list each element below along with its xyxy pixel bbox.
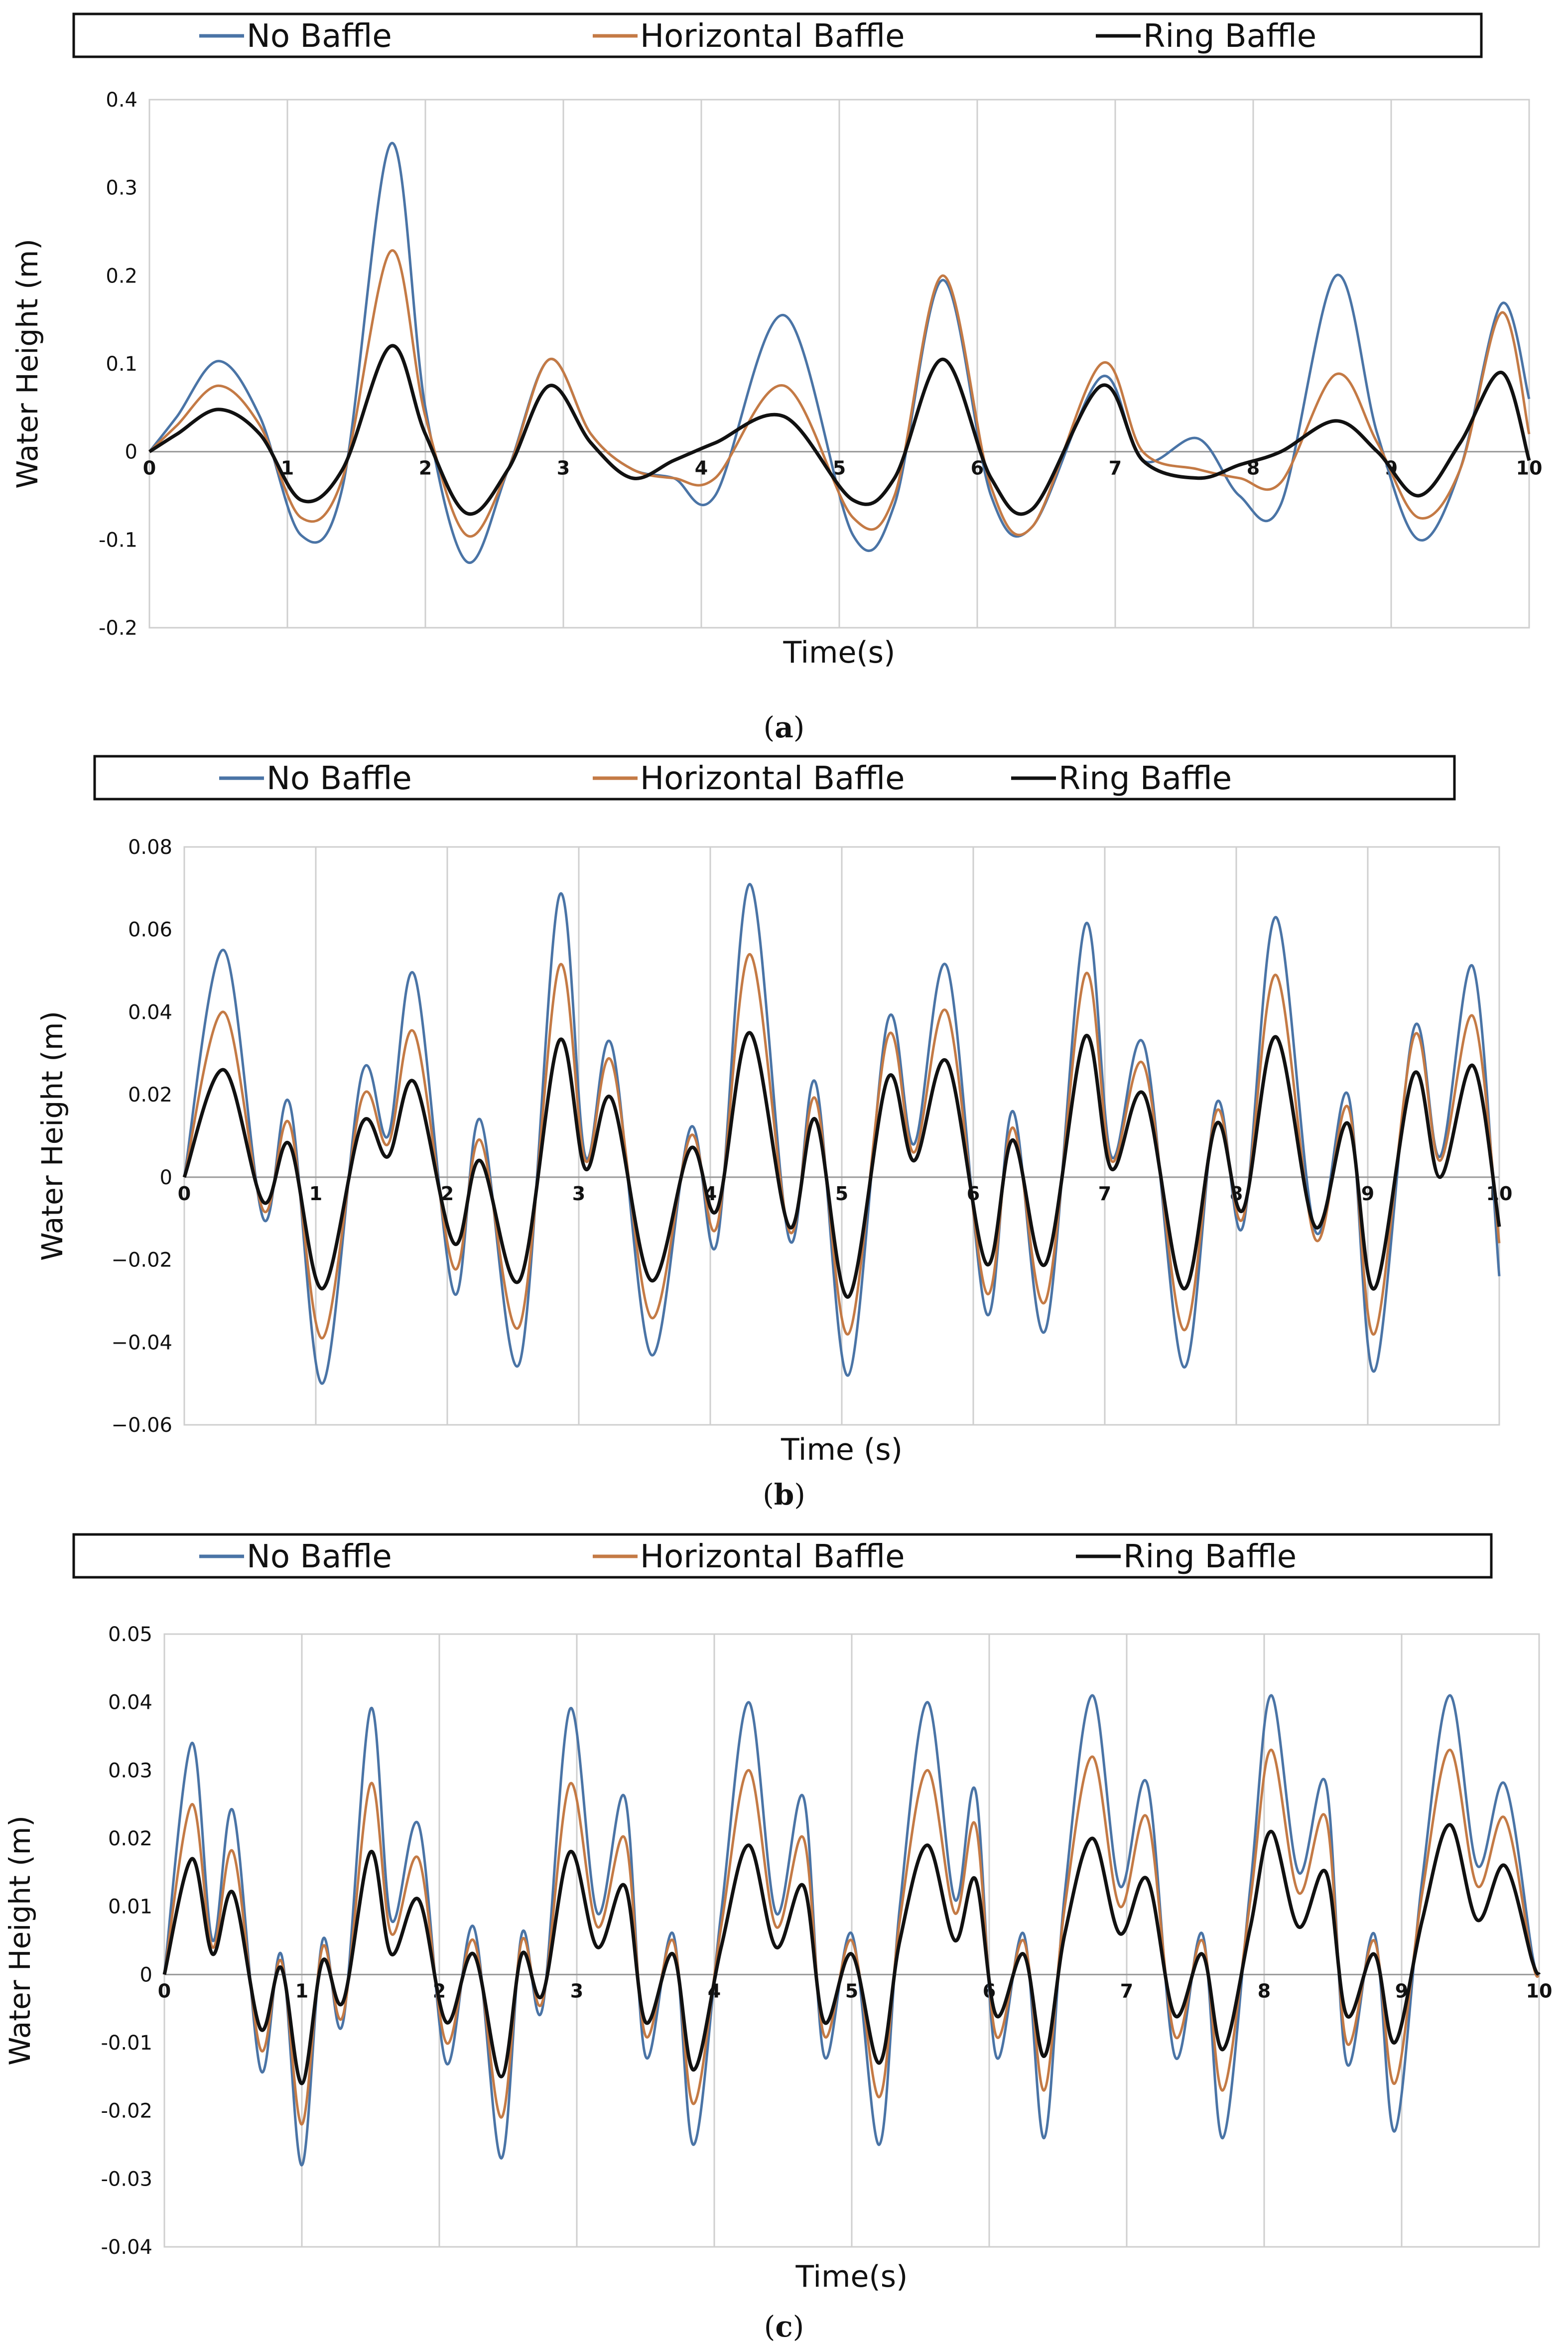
legend-c: No Baffle Horizontal Baffle Ring Baffle [199, 1538, 1297, 1575]
x-tick-label: 4 [695, 457, 708, 479]
legend-label: Horizontal Baffle [640, 18, 905, 55]
caption-c: (c) [764, 2310, 804, 2344]
x-axis-title: Time(s) [783, 635, 896, 670]
y-tick-label: 0.01 [108, 1896, 152, 1919]
x-tick-label: 7 [1109, 457, 1122, 479]
caption-b: (b) [763, 1478, 805, 1512]
y-tick-label: 0.02 [108, 1827, 152, 1850]
x-tick-label: 0 [158, 1980, 171, 2002]
y-tick-label: 0.4 [106, 89, 137, 112]
y-tick-label: 0.06 [128, 919, 172, 942]
y-axis-title: Water Height (m) [3, 1815, 37, 2066]
legend-box-b [93, 755, 1456, 801]
legend-label: Horizontal Baffle [640, 1538, 905, 1575]
chart-c: 0 1 2 3 4 5 6 7 8 9 10-0.04-0.03-0.02-0.0100.010.0… [3, 1623, 1552, 2294]
panel-a: No Baffle Horizontal Baffle Ring Baffle 0 1… [10, 12, 1542, 744]
legend-label: Horizontal Baffle [640, 760, 905, 797]
x-tick-label: 2 [419, 457, 432, 479]
x-tick-label: 10 [1526, 1980, 1553, 2002]
x-tick-label: 3 [557, 457, 570, 479]
legend-label: No Baffle [247, 1538, 392, 1575]
x-tick-label: 7 [1120, 1980, 1133, 2002]
y-axis-title: Water Height (m) [35, 1011, 69, 1261]
legend-label: No Baffle [266, 760, 412, 797]
y-tick-label: -0.2 [99, 617, 137, 640]
legend-label: Ring Baffle [1123, 1538, 1297, 1575]
series-line-no-baffle [148, 141, 1531, 564]
legend-label: Ring Baffle [1058, 760, 1232, 797]
y-tick-label: 0.1 [106, 353, 137, 376]
legend-label: Ring Baffle [1143, 18, 1316, 55]
y-tick-label: 0.2 [106, 265, 137, 287]
x-tick-label: 3 [572, 1183, 585, 1205]
chart-b: 0 1 2 3 4 5 6 7 8 9 10−0.06−0.04−0.0200.020.040.06… [35, 836, 1512, 1467]
y-axis-title: Water Height (m) [10, 239, 44, 489]
legend-box-c [72, 1533, 1493, 1579]
y-tick-label: −0.04 [111, 1331, 172, 1354]
x-tick-label: 1 [309, 1183, 322, 1205]
y-tick-label: 0.3 [106, 177, 137, 200]
series-line-ring-baffle [162, 1823, 1541, 2085]
x-tick-label: 0 [143, 457, 156, 479]
x-tick-label: 1 [295, 1980, 308, 2002]
y-tick-label: 0.04 [128, 1001, 172, 1024]
legend-label: No Baffle [247, 18, 392, 55]
y-tick-label: -0.03 [101, 2168, 153, 2191]
x-axis-title: Time (s) [781, 1432, 903, 1467]
x-tick-label: 7 [1098, 1183, 1111, 1205]
y-tick-label: 0 [140, 1963, 152, 1986]
x-tick-label: 8 [1258, 1980, 1271, 2002]
y-tick-label: 0.03 [108, 1759, 152, 1782]
y-tick-label: 0.04 [108, 1691, 152, 1714]
chart-a: 0 1 2 3 4 5 6 7 8 9 10-0.2-0.100.10.20.30.4Time(s)… [10, 89, 1542, 670]
series-line-no-baffle [183, 883, 1501, 1385]
y-tick-label: 0 [160, 1166, 172, 1189]
x-axis-title: Time(s) [795, 2259, 908, 2294]
y-tick-label: −0.06 [111, 1414, 172, 1437]
x-tick-label: 10 [1516, 457, 1543, 479]
x-tick-label: 5 [845, 1980, 858, 2002]
legend-b: No Baffle Horizontal Baffle Ring Baffle [219, 760, 1232, 797]
series-line-no-baffle [163, 1694, 1541, 2167]
y-tick-label: 0.08 [128, 836, 172, 859]
x-tick-label: 5 [835, 1183, 848, 1205]
series-line-horizontal-baffle [148, 249, 1531, 538]
y-tick-label: −0.02 [111, 1249, 172, 1272]
y-tick-label: -0.02 [101, 2100, 153, 2123]
legend-box-a [72, 12, 1483, 58]
series-line-ring-baffle [148, 344, 1531, 516]
caption-a: (a) [764, 710, 805, 744]
panel-b: No Baffle Horizontal Baffle Ring Baffle 0 1… [35, 755, 1512, 1512]
x-tick-label: 0 [178, 1183, 191, 1205]
y-tick-label: 0 [125, 441, 137, 464]
series-line-ring-baffle [182, 1031, 1501, 1299]
x-tick-label: 3 [570, 1980, 583, 2002]
y-tick-label: -0.01 [101, 2032, 153, 2055]
y-tick-label: -0.04 [101, 2236, 153, 2259]
y-tick-label: 0.05 [108, 1623, 152, 1646]
legend-a: No Baffle Horizontal Baffle Ring Baffle [199, 18, 1316, 55]
y-tick-label: 0.02 [128, 1084, 172, 1106]
panel-c: No Baffle Horizontal Baffle Ring Baffle 0 1… [3, 1533, 1552, 2344]
y-tick-label: -0.1 [99, 529, 137, 552]
x-tick-label: 10 [1486, 1183, 1513, 1205]
x-tick-label: 9 [1361, 1183, 1374, 1205]
series-line-horizontal-baffle [183, 953, 1501, 1340]
